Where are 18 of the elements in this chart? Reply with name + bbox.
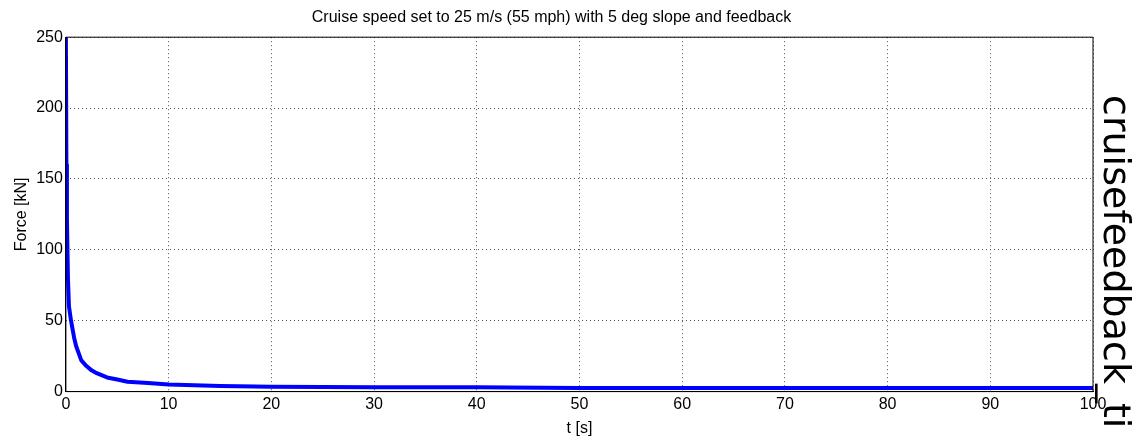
- y-axis-title: Force [kN]: [12, 177, 30, 252]
- x-tick-label: 50: [570, 394, 589, 412]
- x-tick-label: 30: [365, 394, 384, 412]
- y-tick-label: 250: [36, 27, 63, 45]
- x-axis-title: t [s]: [566, 418, 593, 436]
- x-tick-label: 20: [262, 394, 281, 412]
- y-tick-label: 100: [36, 240, 63, 258]
- x-tick-label: 80: [878, 394, 897, 412]
- x-tick-label: 90: [981, 394, 1000, 412]
- x-tick-label: 70: [775, 394, 794, 412]
- chart-title: Cruise speed set to 25 m/s (55 mph) with 5 deg slope and feedback: [311, 8, 793, 26]
- y-tick-label: 150: [36, 169, 63, 187]
- x-tick-label: 10: [159, 394, 178, 412]
- x-tick-label: 40: [467, 394, 486, 412]
- x-tick-label: 60: [673, 394, 692, 412]
- y-tick-label: 0: [53, 382, 63, 400]
- y-tick-label: 200: [36, 98, 63, 116]
- y-tick-label: 50: [45, 311, 63, 329]
